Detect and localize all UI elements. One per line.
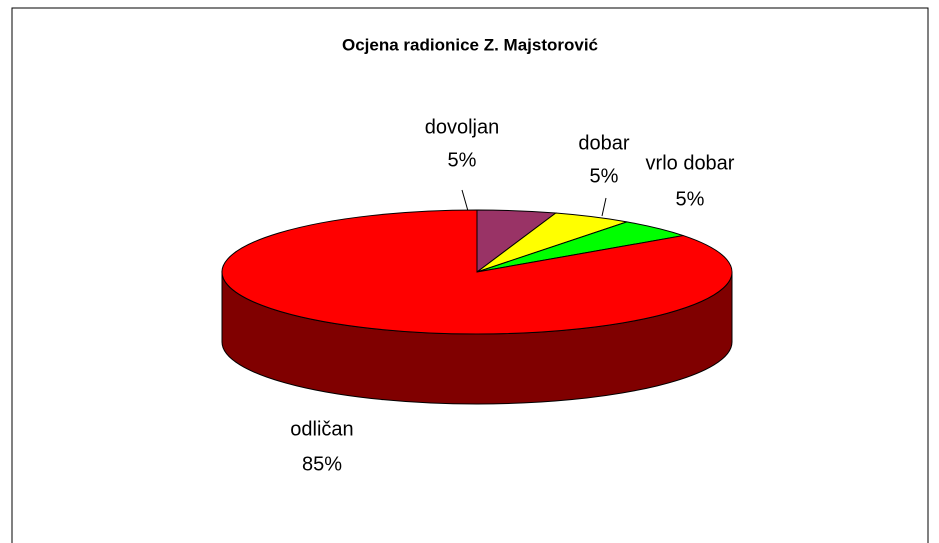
- slice-label: odličan: [290, 418, 353, 440]
- slice-value-label: 85%: [302, 453, 342, 475]
- leader-line: [601, 197, 607, 217]
- slice-label: vrlo dobar: [646, 152, 735, 174]
- slice-label: dovoljan: [425, 116, 500, 138]
- leader-line: [461, 189, 469, 212]
- slice-value-label: 5%: [676, 188, 705, 210]
- slice-label: dobar: [578, 132, 629, 154]
- chart-title: Ocjena radionice Z. Majstorović: [342, 35, 598, 54]
- slice-value-label: 5%: [448, 149, 477, 171]
- slice-value-label: 5%: [590, 165, 619, 187]
- slice: [221, 209, 733, 335]
